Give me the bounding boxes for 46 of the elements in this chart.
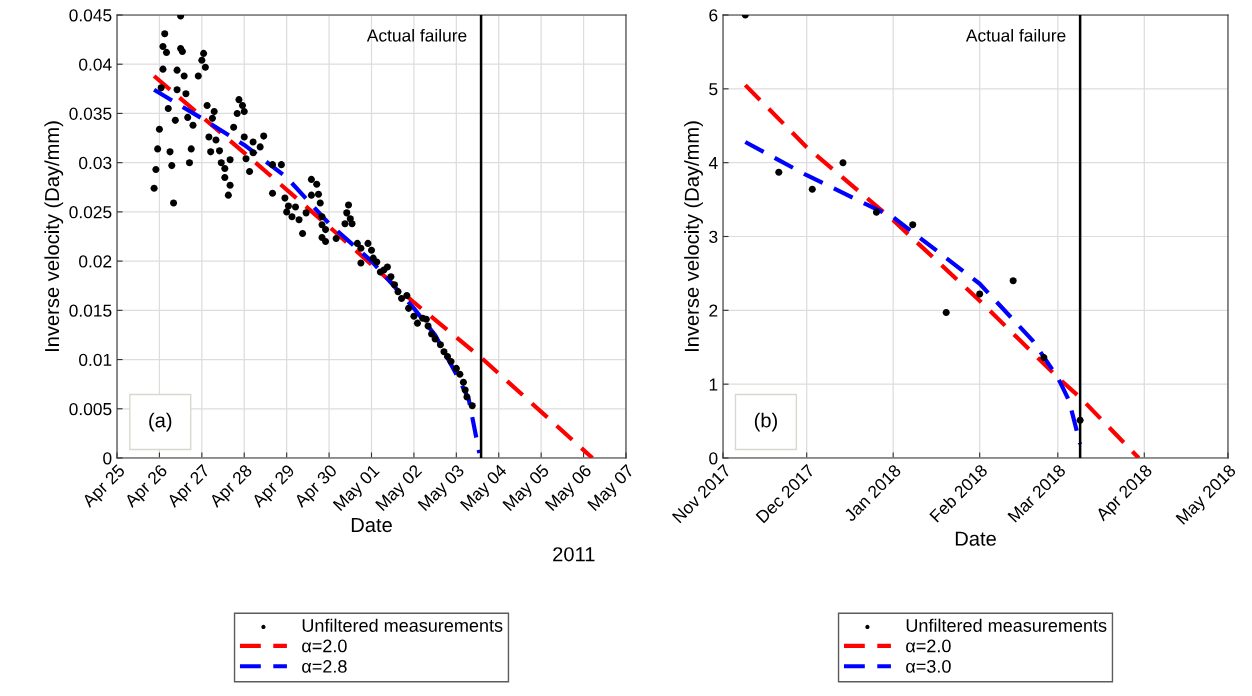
legend-label: α=2.0 (302, 639, 347, 653)
point (1040, 354, 1048, 362)
x-axis-title: Date (351, 518, 392, 533)
point (808, 185, 816, 193)
y-tick-label: 4 (708, 157, 718, 169)
point (839, 159, 847, 167)
legend-label: Unfiltered measurements (906, 618, 1107, 632)
y-tick-label: 0 (709, 452, 718, 465)
y-tick-label: 0.035 (69, 107, 112, 120)
x-tick-label: Apr 27 (166, 463, 213, 511)
ref-line-label: Actual failure (965, 28, 1066, 42)
y-tick-label: 0 (103, 452, 112, 465)
y-tick-label: 1 (709, 378, 718, 391)
y-tick-label: 0.015 (69, 304, 112, 317)
y-tick-label: 5 (709, 83, 718, 96)
y-axis-title: Inverse velocity (Day/mm) (684, 121, 703, 352)
point (1076, 416, 1084, 424)
y-tick-label: 0.005 (69, 402, 112, 416)
point (942, 309, 950, 317)
text: 2011 (553, 547, 595, 562)
x-tick-label: Apr 25 (81, 463, 128, 511)
point (976, 290, 984, 298)
annotation: (b) (754, 412, 777, 432)
y-tick-label: 0.01 (79, 353, 112, 367)
point (872, 208, 880, 216)
y-tick-label: 0.02 (79, 255, 112, 268)
y-tick-label: 0.03 (79, 156, 112, 170)
annotation: (a) (149, 412, 172, 432)
y-tick-label: 3 (709, 230, 718, 243)
line-series (743, 83, 1141, 458)
legend-label: α=3.0 (906, 660, 951, 673)
point (909, 221, 917, 229)
x-axis-title: Date (955, 531, 996, 546)
legend-label: α=2.0 (906, 639, 951, 653)
y-axis-title: Inverse velocity (Day/mm) (44, 121, 64, 352)
y-tick-label: 2 (709, 304, 718, 317)
point (775, 168, 783, 176)
point (1009, 277, 1017, 285)
legend-label: Unfiltered measurements (302, 618, 503, 632)
ref-line-label: Actual failure (366, 28, 467, 42)
y-tick-label: 6 (709, 9, 718, 22)
y-tick-label: 0.045 (69, 9, 112, 22)
legend-label: α=2.8 (302, 660, 347, 673)
y-tick-label: 0.025 (69, 206, 112, 219)
line-series (743, 139, 1083, 447)
y-tick-label: 0.04 (79, 58, 112, 71)
